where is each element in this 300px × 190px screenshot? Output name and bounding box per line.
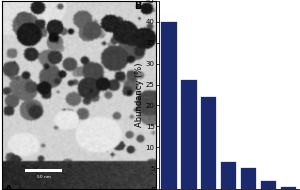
Bar (181, 80, 197, 189)
Bar (241, 168, 256, 189)
Text: A: A (4, 185, 12, 190)
Y-axis label: Abundancy (%): Abundancy (%) (135, 63, 144, 127)
Bar (161, 22, 177, 189)
Bar (261, 181, 276, 189)
Bar (221, 162, 236, 189)
Bar (201, 97, 217, 189)
Bar (25, 169, 62, 172)
Bar (281, 187, 296, 189)
Text: 50 nm: 50 nm (37, 175, 50, 179)
Text: B: B (134, 1, 141, 11)
